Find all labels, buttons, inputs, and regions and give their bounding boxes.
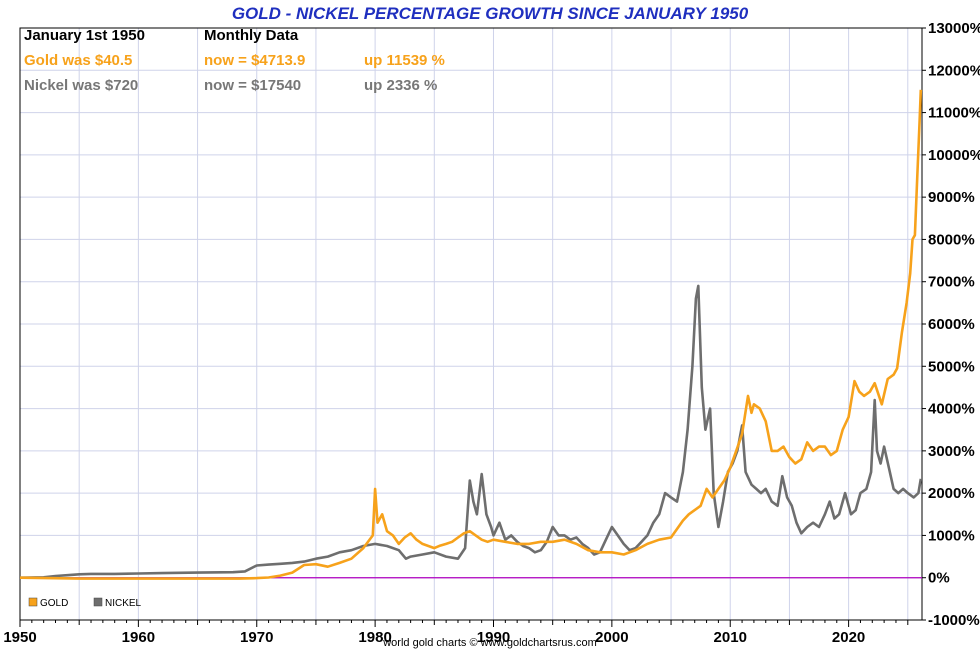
y-tick-label: 2000% — [928, 485, 975, 502]
y-tick-label: 9000% — [928, 189, 975, 206]
x-tick-label: 1990 — [477, 629, 510, 646]
y-tick-label: 5000% — [928, 358, 975, 375]
gold-was-label: Gold was $40.5 — [24, 52, 132, 69]
gold-now-label: now = $4713.9 — [204, 52, 305, 69]
y-tick-label: 12000% — [928, 62, 980, 79]
x-tick-label: 2010 — [714, 629, 747, 646]
series-group — [19, 89, 923, 580]
x-tick-label: 1970 — [240, 629, 273, 646]
grid-lines — [19, 27, 922, 621]
x-tick-label: 2000 — [595, 629, 628, 646]
legend-gold-swatch — [28, 597, 38, 607]
x-tick-label: 2020 — [832, 629, 865, 646]
y-tick-label: 13000% — [928, 20, 980, 37]
y-tick-label: 4000% — [928, 401, 975, 418]
date-label: January 1st 1950 — [24, 27, 145, 44]
x-tick-label: 1950 — [3, 629, 36, 646]
y-tick-label: 10000% — [928, 147, 980, 164]
legend: GOLD NICKEL — [28, 597, 142, 609]
series-line-gold — [19, 89, 923, 580]
x-tick-label: 1980 — [358, 629, 391, 646]
frequency-label: Monthly Data — [204, 27, 299, 44]
x-axis-ticks: 1950 1960 1970 1980 1990 2000 2010 2020 — [3, 620, 909, 646]
y-tick-label: 8000% — [928, 231, 975, 248]
y-tick-label: 0% — [928, 570, 950, 587]
gold-up-label: up 11539 % — [364, 52, 445, 69]
y-tick-label: 6000% — [928, 316, 975, 333]
source-credit: world gold charts © www.goldchartsrus.co… — [382, 637, 597, 649]
x-tick-label: 1960 — [122, 629, 155, 646]
nickel-was-label: Nickel was $720 — [24, 77, 138, 94]
y-tick-label: 1000% — [928, 527, 975, 544]
y-tick-label: 7000% — [928, 274, 975, 291]
legend-gold-label: GOLD — [40, 598, 68, 609]
y-tick-label: -1000% — [928, 612, 980, 629]
nickel-now-label: now = $17540 — [204, 77, 301, 94]
nickel-up-label: up 2336 % — [364, 77, 437, 94]
y-tick-label: 11000% — [928, 105, 980, 122]
legend-nickel-swatch — [93, 597, 103, 607]
y-axis-ticks: -1000% 0% 1000% 2000% 3000% 4000% 5000% 6000% 70… — [922, 20, 980, 629]
chart-title: GOLD - NICKEL PERCENTAGE GROWTH SINCE JA… — [232, 4, 749, 23]
series-line-nickel — [19, 284, 923, 579]
y-tick-label: 3000% — [928, 443, 975, 460]
legend-nickel-label: NICKEL — [105, 598, 142, 609]
